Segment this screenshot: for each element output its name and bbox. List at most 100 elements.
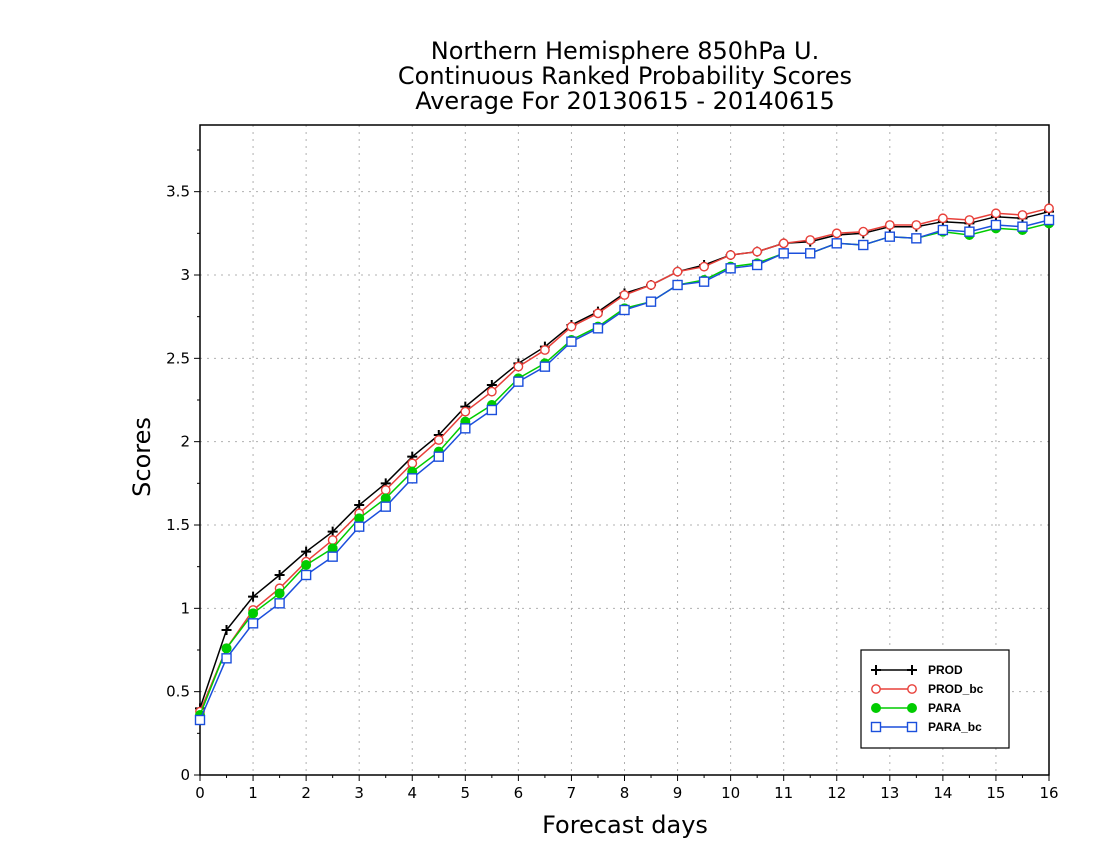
legend-entry: PROD xyxy=(871,663,963,677)
data-point xyxy=(593,308,603,319)
data-point xyxy=(248,591,259,602)
x-tick-label: 2 xyxy=(301,784,311,802)
legend-marker xyxy=(871,684,881,694)
series-layer xyxy=(194,203,1055,726)
data-point xyxy=(513,376,524,387)
data-point xyxy=(752,246,763,257)
data-point xyxy=(831,238,842,249)
x-tick-label: 12 xyxy=(827,784,846,802)
legend-marker xyxy=(906,721,918,733)
x-tick-label: 11 xyxy=(774,784,793,802)
data-point xyxy=(911,233,922,244)
legend-marker xyxy=(907,703,917,713)
data-point xyxy=(937,224,949,236)
y-axis-label: Scores xyxy=(128,417,156,497)
legend-marker xyxy=(907,665,917,675)
data-point xyxy=(884,220,895,230)
data-point xyxy=(566,336,577,347)
data-point xyxy=(1017,210,1028,220)
data-point xyxy=(937,213,948,224)
x-tick-label: 8 xyxy=(620,784,630,802)
data-point xyxy=(194,714,206,726)
x-tick-label: 16 xyxy=(1039,784,1058,802)
data-point xyxy=(1017,221,1028,232)
data-point xyxy=(327,551,338,562)
grid-lines xyxy=(200,125,1049,775)
data-point xyxy=(380,501,391,512)
data-point xyxy=(566,321,577,332)
data-point xyxy=(407,458,418,469)
data-point xyxy=(964,215,975,225)
data-point xyxy=(540,345,550,355)
data-point xyxy=(858,226,869,237)
data-point xyxy=(778,238,789,249)
legend-label: PROD xyxy=(928,663,963,677)
chart-title-line-3: Average For 20130615 - 20140615 xyxy=(415,87,835,115)
data-point xyxy=(433,451,444,462)
data-point xyxy=(725,250,736,260)
data-point xyxy=(592,323,604,334)
legend-label: PARA xyxy=(928,701,961,715)
data-point xyxy=(380,485,391,495)
data-point xyxy=(646,280,656,290)
legend-entry: PROD_bc xyxy=(871,682,984,696)
chart-title-line-1: Northern Hemisphere 850hPa U. xyxy=(431,37,819,65)
y-tick-label: 3.5 xyxy=(166,183,190,201)
data-point xyxy=(221,625,232,635)
data-point xyxy=(274,570,285,580)
x-tick-label: 0 xyxy=(195,784,205,802)
data-point xyxy=(513,361,524,372)
data-point xyxy=(460,423,471,434)
data-point xyxy=(486,404,498,416)
data-point xyxy=(248,608,259,619)
legend-marker xyxy=(907,684,917,694)
x-tick-label: 13 xyxy=(880,784,899,802)
data-point xyxy=(699,261,709,272)
data-point xyxy=(911,220,922,230)
data-point xyxy=(831,228,842,239)
chart-title: Northern Hemisphere 850hPa U. Continuous… xyxy=(398,37,852,115)
data-point xyxy=(327,535,338,545)
x-tick-label: 6 xyxy=(514,784,524,802)
data-point xyxy=(805,248,816,259)
y-tick-label: 0.5 xyxy=(166,683,190,701)
x-tick-label: 3 xyxy=(354,784,364,802)
data-point xyxy=(301,546,312,557)
series-prod-bc xyxy=(195,203,1054,717)
data-point xyxy=(698,276,710,287)
x-tick-label: 15 xyxy=(986,784,1005,802)
x-tick-label: 4 xyxy=(407,784,417,802)
y-tick-label: 1.5 xyxy=(166,516,190,534)
data-point xyxy=(354,500,365,510)
data-point xyxy=(247,618,259,629)
data-point xyxy=(858,239,869,251)
data-point xyxy=(460,406,471,417)
data-point xyxy=(672,279,683,291)
data-point xyxy=(300,569,312,581)
x-tick-label: 10 xyxy=(721,784,740,802)
legend-label: PARA_bc xyxy=(928,720,982,734)
data-point xyxy=(619,304,630,316)
data-point xyxy=(221,643,232,654)
data-point xyxy=(221,653,232,664)
y-tick-label: 1 xyxy=(180,599,190,617)
x-tick-label: 7 xyxy=(567,784,577,802)
y-tick-label: 2 xyxy=(180,433,190,451)
x-axis-label: Forecast days xyxy=(542,811,708,839)
data-point xyxy=(672,266,683,277)
data-point xyxy=(353,521,365,532)
data-point xyxy=(486,386,497,397)
data-point xyxy=(1043,214,1055,226)
x-tick-label: 1 xyxy=(248,784,258,802)
data-point xyxy=(274,588,285,599)
data-point xyxy=(539,361,551,372)
data-point xyxy=(407,473,418,484)
data-point xyxy=(1044,203,1054,214)
x-tick-label: 5 xyxy=(461,784,471,802)
data-point xyxy=(645,296,657,307)
legend: PROD PROD_bc PARA PARA_bc xyxy=(860,649,1010,749)
x-tick-label: 14 xyxy=(933,784,952,802)
data-point xyxy=(805,235,816,245)
legend-label: PROD_bc xyxy=(928,682,984,696)
